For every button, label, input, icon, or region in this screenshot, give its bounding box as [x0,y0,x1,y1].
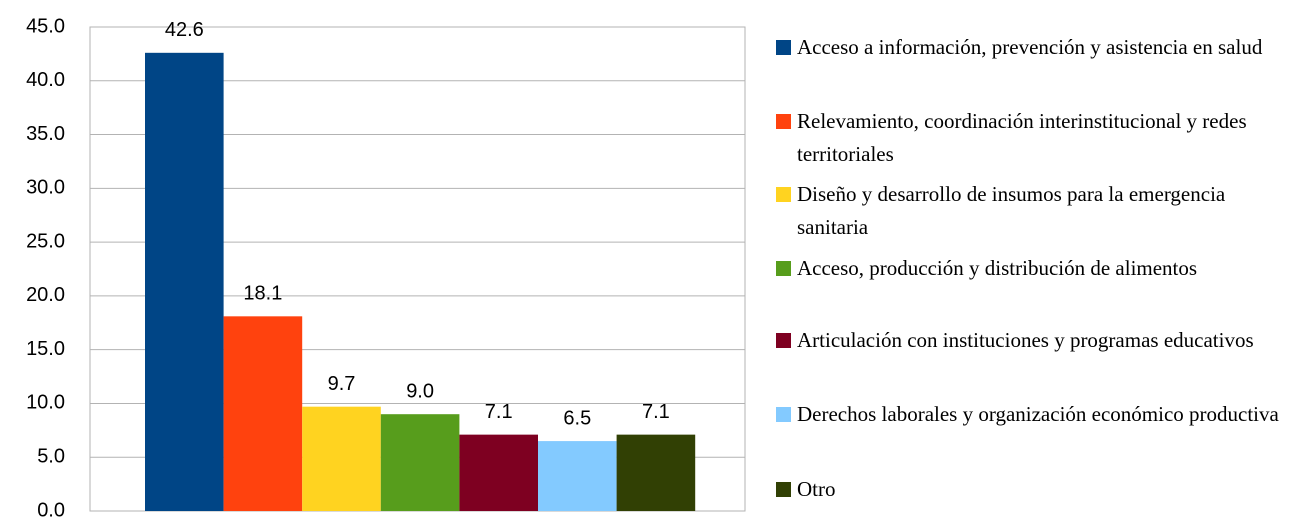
legend-item: Diseño y desarrollo de insumos para la e… [776,178,1296,244]
legend-label: Acceso, producción y distribución de ali… [797,256,1198,280]
bar [538,441,617,511]
legend-swatch [776,114,791,129]
legend-label: Diseño y desarrollo de insumos para la e… [797,182,1226,239]
bar [302,406,381,511]
y-tick-label: 35.0 [26,123,65,145]
value-label: 7.1 [485,401,513,423]
legend-item: Acceso, producción y distribución de ali… [776,252,1296,285]
y-tick-label: 40.0 [26,69,65,91]
value-label: 9.7 [328,373,356,395]
legend-swatch [776,333,791,348]
value-label: 9.0 [406,380,434,402]
legend-swatch [776,261,791,276]
y-tick-label: 0.0 [37,499,65,518]
legend-swatch [776,187,791,202]
bar [380,414,460,511]
legend-item: Otro [776,473,1296,506]
legend-label: Otro [797,477,836,501]
legend-item: Derechos laborales y organización económ… [776,398,1296,431]
value-label: 42.6 [165,19,204,41]
y-tick-label: 45.0 [26,15,65,37]
legend-label: Articulación con instituciones y program… [797,328,1254,352]
value-label: 18.1 [243,283,282,305]
y-tick-label: 30.0 [26,177,65,199]
bar [616,434,696,511]
y-tick-label: 15.0 [26,338,65,360]
legend-label: Acceso a información, prevención y asist… [797,35,1263,59]
legend-item: Articulación con instituciones y program… [776,324,1296,357]
legend-swatch [776,40,791,55]
bar [459,434,538,511]
legend-swatch [776,407,791,422]
y-tick-label: 5.0 [37,446,65,468]
value-label: 7.1 [642,401,670,423]
bar [145,52,224,512]
y-tick-label: 25.0 [26,230,65,252]
chart: 0.0 5.0 10.0 15.0 20.0 25.0 30.0 35.0 40.0 45.0 42… [26,15,746,518]
legend-label: Relevamiento, coordinación interinstituc… [797,109,1247,166]
legend-label: Derechos laborales y organización económ… [797,402,1279,426]
legend-item: Acceso a información, prevención y asist… [776,31,1296,64]
y-tick-label: 10.0 [26,392,65,414]
legend-item: Relevamiento, coordinación interinstituc… [776,105,1296,171]
value-label: 6.5 [563,407,591,429]
y-tick-label: 20.0 [26,284,65,306]
legend-swatch [776,482,791,497]
bar [223,316,303,511]
